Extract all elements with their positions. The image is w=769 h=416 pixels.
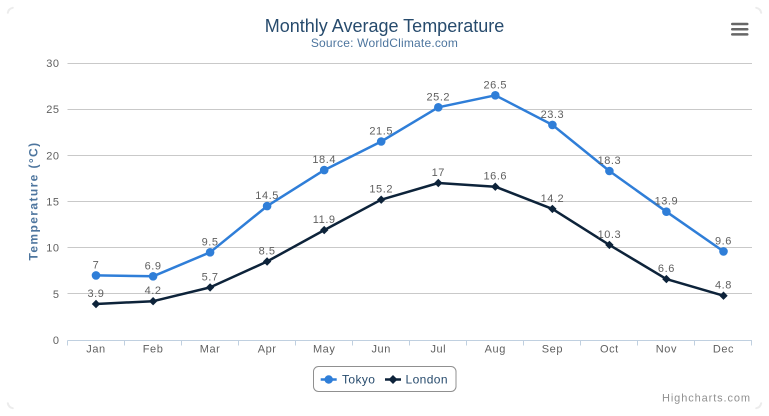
svg-text:Sep: Sep [542,344,563,356]
svg-text:Jul: Jul [430,344,446,356]
svg-text:16.6: 16.6 [483,171,507,183]
svg-text:10: 10 [46,243,59,255]
svg-text:13.9: 13.9 [655,196,679,208]
svg-text:5: 5 [53,289,60,301]
svg-text:Jun: Jun [372,344,391,356]
svg-text:Nov: Nov [656,344,677,356]
svg-text:18.4: 18.4 [312,154,336,166]
svg-text:25: 25 [46,104,59,116]
svg-text:London: London [406,373,448,387]
svg-text:9.5: 9.5 [202,236,219,248]
svg-text:26.5: 26.5 [483,79,507,91]
svg-text:14.2: 14.2 [541,193,565,205]
svg-text:20: 20 [46,150,59,162]
svg-text:23.3: 23.3 [541,109,565,121]
svg-text:3.9: 3.9 [88,288,105,300]
svg-text:Feb: Feb [143,344,164,356]
svg-text:6.6: 6.6 [658,263,675,275]
svg-text:Source: WorldClimate.com: Source: WorldClimate.com [311,36,458,50]
svg-text:7: 7 [93,259,100,271]
svg-text:17: 17 [432,167,445,179]
svg-text:Monthly Average Temperature: Monthly Average Temperature [265,16,504,36]
svg-text:0: 0 [53,335,60,347]
svg-text:Temperature (°C): Temperature (°C) [26,142,40,261]
svg-text:21.5: 21.5 [369,126,393,138]
svg-text:10.3: 10.3 [598,229,622,241]
svg-text:Oct: Oct [600,344,619,356]
svg-text:15.2: 15.2 [369,184,393,196]
svg-text:14.5: 14.5 [255,190,279,202]
svg-text:Tokyo: Tokyo [342,373,375,387]
svg-text:25.2: 25.2 [426,91,450,103]
svg-text:Highcharts.com: Highcharts.com [662,393,751,405]
svg-text:15: 15 [46,197,59,209]
svg-text:30: 30 [46,58,59,70]
svg-text:5.7: 5.7 [202,271,219,283]
svg-text:18.3: 18.3 [598,155,622,167]
svg-text:Mar: Mar [200,344,221,356]
svg-text:8.5: 8.5 [259,246,276,258]
svg-text:4.2: 4.2 [145,285,162,297]
svg-text:Apr: Apr [258,344,277,356]
svg-text:9.6: 9.6 [715,235,732,247]
svg-text:11.9: 11.9 [313,214,336,226]
svg-text:Dec: Dec [713,344,734,356]
svg-text:6.9: 6.9 [145,260,162,272]
svg-text:May: May [313,344,335,356]
svg-text:Aug: Aug [485,344,506,356]
svg-text:4.8: 4.8 [715,280,732,292]
svg-text:Jan: Jan [86,344,105,356]
